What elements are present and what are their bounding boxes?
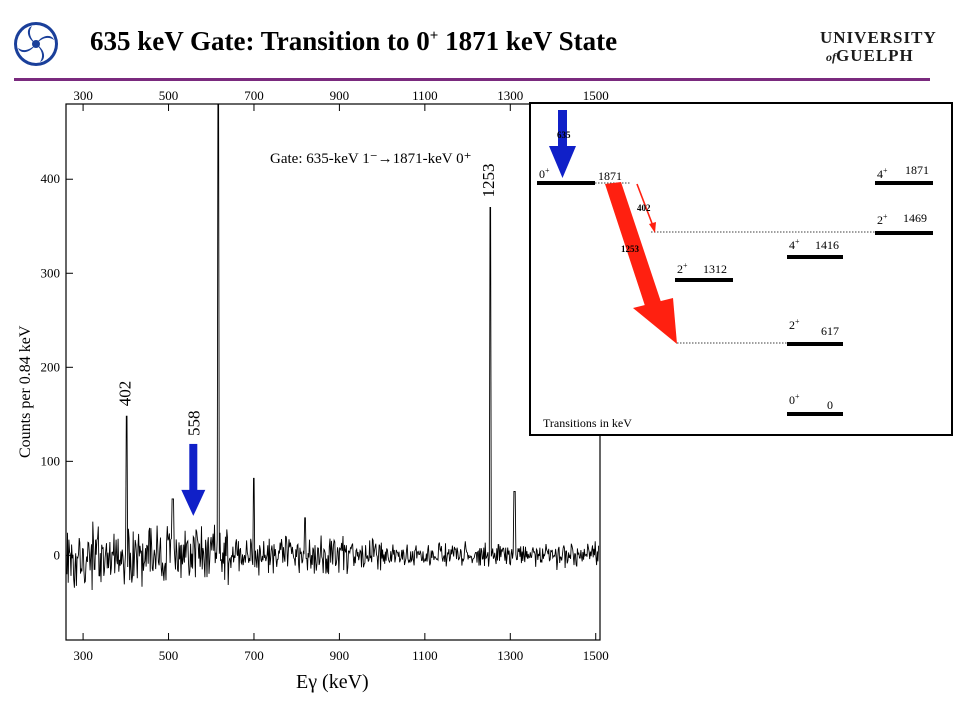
x-tick-label-top: 900 bbox=[330, 88, 350, 103]
y-tick-label: 100 bbox=[41, 453, 61, 468]
chart-title: Gate: 635-keV 1⁻→1871-keV 0⁺ bbox=[270, 151, 472, 167]
energy-0: 0 bbox=[827, 398, 833, 412]
x-tick-label: 900 bbox=[330, 648, 350, 663]
y-tick-label: 300 bbox=[41, 265, 61, 280]
transition-635-arrow bbox=[549, 110, 576, 178]
x-tick-label-top: 1300 bbox=[497, 88, 523, 103]
x-tick-label: 1500 bbox=[583, 648, 609, 663]
y-tick-label: 0 bbox=[54, 547, 61, 562]
spin-1469: 2+ bbox=[877, 212, 888, 227]
transition-402-arrow bbox=[636, 183, 656, 233]
y-tick-label: 200 bbox=[41, 359, 61, 374]
label-635: 635 bbox=[557, 130, 571, 140]
energy-1312: 1312 bbox=[703, 262, 727, 276]
x-axis-label: Eγ (keV) bbox=[296, 671, 369, 693]
spin-1416: 4+ bbox=[789, 237, 800, 252]
peak-label: 402 bbox=[116, 381, 135, 407]
gamma-spectrum-chart: 300 300 500 500 700 700 900 900 1100 1100 1300 1300… bbox=[17, 88, 609, 693]
annotation-arrow-shaft bbox=[189, 443, 198, 492]
swirl-logo-icon bbox=[14, 22, 58, 66]
x-tick-label-top: 500 bbox=[159, 88, 179, 103]
label-402: 402 bbox=[637, 203, 651, 213]
annotation-label: 558 bbox=[184, 410, 203, 436]
spectrum-trace bbox=[66, 103, 600, 591]
y-tick-label: 400 bbox=[41, 171, 61, 186]
energy-1416: 1416 bbox=[815, 238, 839, 252]
spin-617: 2+ bbox=[789, 317, 800, 332]
x-tick-label-top: 1500 bbox=[583, 88, 609, 103]
spin-0: 0+ bbox=[789, 392, 800, 407]
x-tick-label: 300 bbox=[73, 648, 93, 663]
energy-617: 617 bbox=[821, 324, 839, 338]
label-1253: 1253 bbox=[621, 244, 639, 254]
x-tick-label: 500 bbox=[159, 648, 179, 663]
spin-1871-0plus: 0+ bbox=[539, 166, 550, 181]
level-scheme-lines bbox=[537, 110, 933, 416]
transition-1253-arrow bbox=[605, 182, 677, 344]
units-note: Transitions in keV bbox=[543, 416, 632, 430]
university-logo: UNIVERSITY ofGUELPH bbox=[820, 28, 937, 65]
annotation-arrow-head bbox=[181, 489, 206, 516]
slide-title: 635 keV Gate: Transition to 0+ 1871 keV … bbox=[90, 26, 618, 56]
spin-1312: 2+ bbox=[677, 261, 688, 276]
energy-1469: 1469 bbox=[903, 211, 927, 225]
x-tick-label-top: 700 bbox=[244, 88, 264, 103]
spin-1871-4plus: 4+ bbox=[877, 166, 888, 181]
x-tick-label: 1100 bbox=[412, 648, 438, 663]
title-divider bbox=[14, 78, 930, 81]
x-tick-label-top: 1100 bbox=[412, 88, 438, 103]
level-scheme-diagram: 635 402 1253 0+ 1871 4+ 1871 2+ 1469 4+ … bbox=[529, 102, 953, 436]
y-axis-label: Counts per 0.84 keV bbox=[17, 325, 34, 458]
energy-1871-0plus: 1871 bbox=[598, 169, 622, 183]
x-tick-label: 1300 bbox=[497, 648, 523, 663]
energy-1871-4plus: 1871 bbox=[905, 163, 929, 177]
x-tick-label-top: 300 bbox=[73, 88, 93, 103]
peak-label: 1253 bbox=[479, 163, 498, 197]
x-tick-label: 700 bbox=[244, 648, 264, 663]
